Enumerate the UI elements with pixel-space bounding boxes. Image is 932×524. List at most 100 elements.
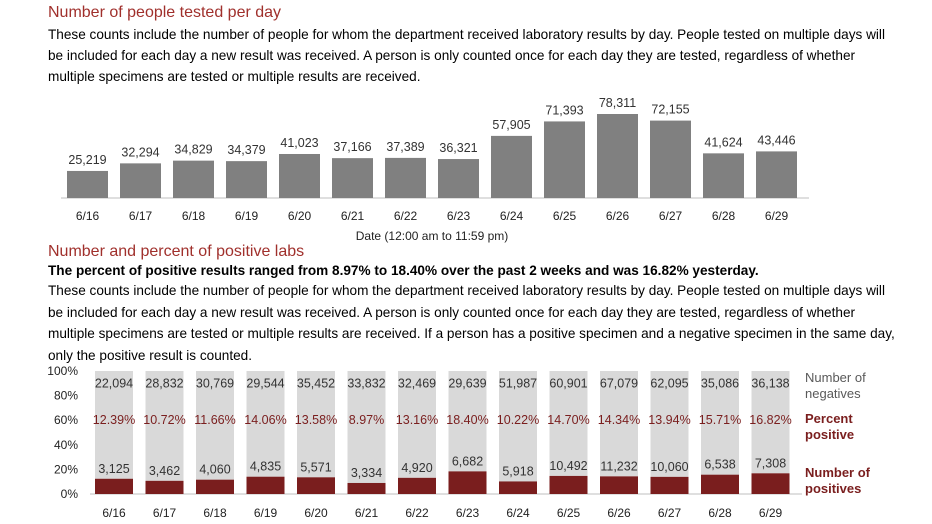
positives-bar: [650, 476, 689, 494]
positives-value-label: 10,060: [650, 460, 688, 474]
negatives-value-label: 29,639: [448, 376, 486, 390]
positives-bar: [145, 480, 184, 494]
percent-positive-label: 11.66%: [194, 413, 235, 427]
positives-bar: [95, 478, 133, 494]
tested-value-label: 34,379: [227, 143, 265, 157]
negatives-value-label: 36,138: [751, 376, 789, 390]
positives-value-label: 5,918: [502, 464, 533, 478]
tested-value-label: 37,389: [386, 140, 424, 154]
chart1-x-tick: 6/26: [606, 209, 630, 223]
chart2-x-tick: 6/27: [658, 506, 682, 520]
negatives-bar: [549, 371, 588, 476]
chart1-x-tick: 6/22: [394, 209, 418, 223]
positives-value-label: 11,232: [600, 459, 637, 473]
chart2-y-tick: 100%: [47, 364, 78, 378]
negatives-bar: [650, 371, 689, 477]
positives-bar: [549, 475, 588, 494]
tested-value-label: 41,624: [704, 135, 742, 149]
chart1-x-tick: 6/18: [182, 209, 206, 223]
chart2-y-tick: 0%: [61, 487, 79, 501]
tested-bar: [438, 159, 479, 198]
positives-bar: [246, 476, 285, 494]
positives-value-label: 6,538: [704, 458, 735, 472]
tested-bar: [703, 153, 744, 198]
positives-value-label: 4,920: [401, 461, 432, 475]
tested-bar: [332, 158, 373, 198]
positives-bar: [448, 471, 487, 494]
tested-bar: [544, 121, 585, 198]
positives-value-label: 3,125: [98, 462, 129, 476]
chart1-x-axis-label: Date (12:00 am to 11:59 pm): [356, 229, 509, 243]
percent-positive-label: 13.58%: [295, 413, 337, 427]
percent-positive-label: 18.40%: [446, 413, 488, 427]
legend-positives: Number of: [805, 465, 871, 480]
negatives-value-label: 30,769: [196, 376, 234, 390]
positives-bar: [600, 476, 638, 494]
tested-bar: [756, 151, 797, 198]
negatives-value-label: 60,901: [549, 376, 587, 390]
chart2-x-tick: 6/28: [708, 506, 732, 520]
chart2-x-tick: 6/24: [506, 506, 530, 520]
chart1-x-tick: 6/24: [500, 209, 524, 223]
chart2-x-tick: 6/21: [355, 506, 379, 520]
chart2-x-tick: 6/29: [759, 506, 783, 520]
chart1-description: These counts include the number of peopl…: [48, 27, 885, 84]
negatives-value-label: 33,832: [347, 376, 385, 390]
percent-positive-label: 14.70%: [547, 413, 589, 427]
positives-value-label: 5,571: [300, 460, 331, 474]
negatives-value-label: 29,544: [246, 376, 284, 390]
positives-bar: [297, 477, 335, 494]
tested-bar: [173, 160, 214, 198]
percent-positive-label: 16.82%: [749, 413, 791, 427]
tested-bar: [279, 153, 320, 198]
tested-bar: [650, 120, 691, 198]
positives-value-label: 4,060: [199, 463, 230, 477]
chart2-x-tick: 6/19: [254, 506, 278, 520]
chart2-x-tick: 6/25: [557, 506, 581, 520]
chart2-y-tick: 80%: [54, 389, 78, 403]
tested-bar: [67, 170, 108, 198]
negatives-value-label: 67,079: [600, 376, 638, 390]
legend-percent-positive: Percent: [805, 411, 853, 426]
chart1-x-tick: 6/16: [76, 209, 100, 223]
negatives-value-label: 62,095: [650, 376, 688, 390]
chart2-y-tick: 20%: [54, 462, 78, 476]
tested-value-label: 72,155: [651, 103, 689, 117]
chart2-description: These counts include the number of peopl…: [48, 283, 895, 363]
negatives-bar: [95, 371, 133, 479]
negatives-value-label: 51,987: [499, 376, 537, 390]
percent-positive-label: 13.94%: [648, 413, 690, 427]
legend-percent-positive: positive: [805, 427, 854, 442]
negatives-bar: [196, 371, 234, 480]
percent-positive-label: 12.39%: [93, 413, 135, 427]
chart2-x-tick: 6/16: [102, 506, 126, 520]
chart2-summary: The percent of positive results ranged f…: [48, 263, 759, 278]
tested-value-label: 32,294: [121, 145, 159, 159]
negatives-value-label: 35,086: [701, 376, 739, 390]
tested-value-label: 36,321: [439, 141, 477, 155]
percent-positive-label: 14.06%: [244, 413, 286, 427]
percent-positive-label: 13.16%: [396, 413, 438, 427]
tested-value-label: 43,446: [757, 133, 795, 147]
percent-positive-label: 14.34%: [598, 413, 640, 427]
chart1-x-tick: 6/27: [659, 209, 683, 223]
tested-bar: [597, 114, 638, 198]
positives-value-label: 3,334: [351, 466, 382, 480]
negatives-bar: [297, 371, 335, 478]
negatives-bar: [701, 371, 739, 475]
percent-positive-label: 10.22%: [497, 413, 539, 427]
chart1-x-tick: 6/17: [129, 209, 153, 223]
tested-value-label: 37,166: [333, 140, 371, 154]
chart2-y-tick: 40%: [54, 438, 78, 452]
tested-value-label: 41,023: [280, 136, 318, 150]
tested-value-label: 25,219: [68, 153, 106, 167]
negatives-value-label: 28,832: [145, 376, 183, 390]
negatives-bar: [398, 371, 436, 478]
tested-value-label: 71,393: [545, 103, 583, 117]
chart2-title: Number and percent of positive labs: [48, 243, 305, 260]
negatives-value-label: 32,469: [398, 376, 436, 390]
chart2-y-tick: 60%: [54, 413, 78, 427]
legend-negatives: negatives: [805, 386, 861, 401]
